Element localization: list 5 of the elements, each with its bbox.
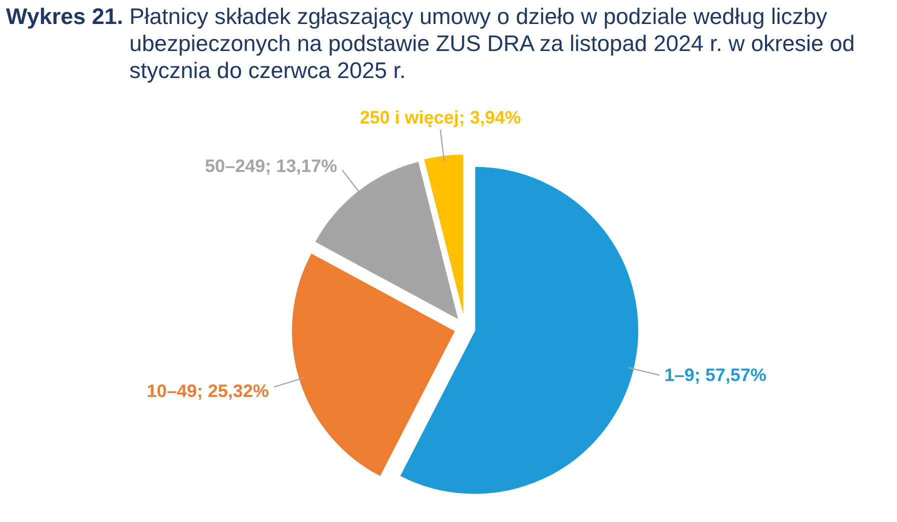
slice-label: 10–49; 25,32% [146, 381, 269, 402]
slice-label: 250 i więcej; 3,94% [360, 108, 521, 128]
chart-title: Wykres 21. Płatnicy składek zgłaszający umowy o dzieło w podziale według liczby ubezpieczonych na podstawie ZUS DRA za listopad 2024 r. w okresie od stycznia do czerwca 2025 r. [6, 4, 855, 83]
slice-label: 50–249; 13,17% [205, 156, 338, 176]
slice-label: 1–9; 57,57% [664, 365, 766, 386]
